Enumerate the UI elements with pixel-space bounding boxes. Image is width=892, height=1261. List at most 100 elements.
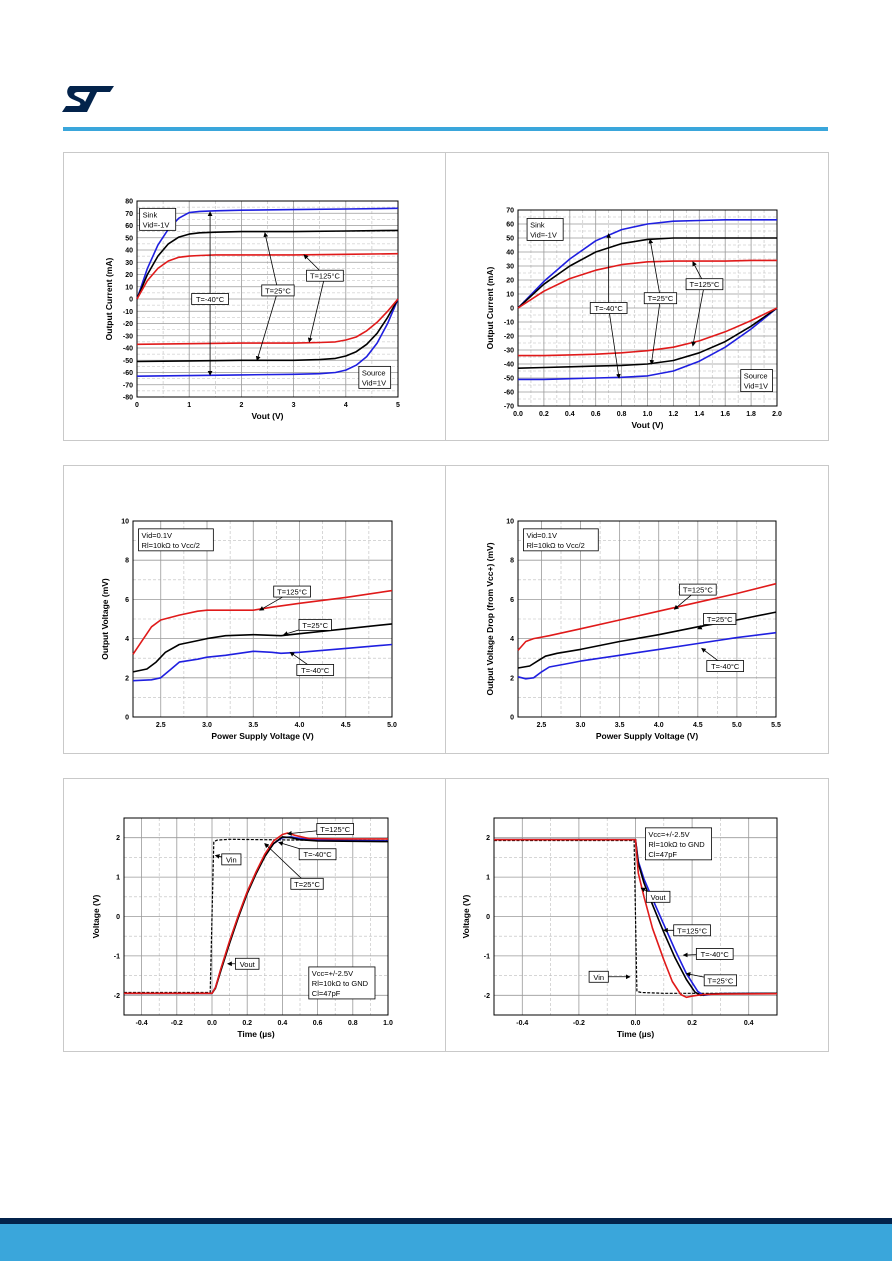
y-tick-label: -60	[504, 390, 514, 397]
annotation-label: T=-40°C	[701, 950, 730, 959]
annotation-label: T=-40°C	[711, 662, 740, 671]
annotation-box	[298, 618, 332, 631]
y-axis-title: Voltage (V)	[91, 894, 101, 938]
y-tick-label: 70	[506, 208, 514, 215]
annotation-label: T=25°C	[265, 286, 291, 295]
y-tick-label: 0	[510, 306, 514, 313]
y-tick-label: 10	[506, 519, 514, 526]
legend-text: Source	[362, 368, 386, 377]
x-tick-label: 1.8	[746, 411, 756, 418]
legend-text: Sink	[530, 220, 545, 229]
annotation-label: T=125°C	[677, 926, 707, 935]
annotation-box	[191, 293, 229, 305]
x-tick-label: 2.0	[772, 411, 782, 418]
x-tick-label: 0.0	[631, 1020, 641, 1027]
legend-text: Vid=0.1V	[142, 531, 173, 540]
y-tick-label: -70	[504, 404, 514, 411]
annotation-box	[296, 664, 335, 676]
plot-frame	[517, 520, 777, 718]
x-tick-label: 3.5	[248, 722, 258, 729]
y-tick-label: 0	[510, 715, 514, 722]
annotation-box	[306, 269, 344, 282]
x-tick-label: 4.5	[341, 722, 351, 729]
legend-text: Rl=10kΩ to GND	[312, 979, 369, 988]
annotation-label: Vout	[651, 893, 667, 902]
series-line-t125	[136, 252, 399, 300]
x-tick-label: 0.2	[242, 1020, 252, 1027]
x-tick-label: 4.0	[654, 722, 664, 729]
y-tick-label: 0	[125, 715, 129, 722]
x-tick-label: 1.0	[643, 411, 653, 418]
y-tick-label: 4	[125, 636, 129, 643]
annotation-arrow	[264, 843, 308, 885]
y-tick-label: -50	[123, 358, 133, 365]
x-tick-label: 0.8	[348, 1020, 358, 1027]
series-line-t25	[517, 237, 777, 309]
annotation-label: T=-40°C	[301, 666, 330, 675]
chart-output-drop-vs-supply: 2.5 3.0 3.5 4.0 4.5 5.0 5.5 0 2 4 6 8 10 Power Supply…	[485, 519, 781, 742]
series-line-vin	[124, 838, 389, 994]
legend-box	[645, 827, 713, 861]
y-tick-label: -2	[484, 993, 490, 1000]
y-tick-label: -1	[484, 953, 490, 960]
x-axis-title: Vout (V)	[252, 411, 284, 421]
annotation-box	[706, 660, 744, 672]
annotation-label: T=125°C	[310, 272, 340, 281]
annotation-box	[643, 292, 678, 305]
annotation-box	[695, 948, 734, 960]
x-tick-label: 3	[292, 402, 296, 409]
legend-text: Source	[744, 372, 768, 381]
x-tick-label: 3.0	[576, 722, 586, 729]
y-tick-label: -2	[114, 993, 120, 1000]
y-tick-label: -30	[504, 348, 514, 355]
series-line-t25	[132, 623, 393, 673]
footer-dark-band	[0, 1218, 892, 1224]
chart-output-current-vs-vout-5v: 0 1 2 3 4 5 -80 -70 -60 -50 -40 -30 -20 -10 0 10 20 30 40 5…	[104, 199, 400, 422]
series-line-t125	[136, 298, 399, 346]
y-tick-label: -20	[123, 321, 133, 328]
x-tick-label: 1.4	[694, 411, 704, 418]
y-tick-label: 2	[486, 835, 490, 842]
annotation-arrow	[649, 298, 661, 365]
legend-box	[740, 369, 773, 393]
series-line-t25	[136, 229, 399, 300]
series-line-t25	[517, 307, 778, 369]
annotation-label: T=-40°C	[303, 850, 332, 859]
x-tick-label: 0.4	[744, 1020, 754, 1027]
x-tick-label: -0.4	[136, 1020, 148, 1027]
chart-panel-4: 2.5 3.0 3.5 4.0 4.5 5.0 5.5 0 2 4 6 8 10 Power Supply…	[445, 465, 829, 754]
y-tick-label: -10	[504, 320, 514, 327]
x-tick-label: 3.0	[202, 722, 212, 729]
x-tick-label: -0.2	[573, 1020, 585, 1027]
chart-falling-step-response: -0.4 -0.2 0.0 0.2 0.4 -2 -1 0 1 2 Time (µs) Voltage…	[461, 817, 778, 1039]
x-tick-label: 5	[396, 402, 400, 409]
x-tick-label: 0.8	[617, 411, 627, 418]
y-tick-label: 60	[506, 222, 514, 229]
footer-band	[0, 1224, 892, 1261]
y-tick-label: 50	[506, 236, 514, 243]
legend-box	[138, 528, 214, 552]
chart-panel-5: -0.4 -0.2 0.0 0.2 0.4 0.6 0.8 1.0 -2 -1 0 1 2 Time (µ…	[63, 778, 447, 1052]
y-axis-title: Output Voltage (mV)	[100, 578, 110, 660]
chart-output-voltage-vs-supply: 2.5 3.0 3.5 4.0 4.5 5.0 0 2 4 6 8 10 Power Supply Vo…	[100, 519, 397, 742]
x-axis-title: Vout (V)	[632, 420, 664, 430]
annotation-arrow	[307, 275, 326, 343]
annotation-label: T=125°C	[683, 586, 713, 595]
legend-box	[523, 528, 599, 552]
y-tick-label: -70	[123, 382, 133, 389]
header-rule	[63, 127, 828, 131]
y-axis-title: Output Current (mA)	[104, 258, 114, 341]
x-tick-label: 0.4	[278, 1020, 288, 1027]
annotation-label: T=25°C	[708, 976, 734, 985]
annotation-box	[261, 284, 295, 297]
y-tick-label: 1	[486, 875, 490, 882]
y-axis-title: Voltage (V)	[461, 894, 471, 938]
annotation-box	[645, 890, 671, 903]
y-tick-label: 8	[125, 558, 129, 565]
y-tick-label: -1	[114, 953, 120, 960]
annotation-box	[273, 585, 311, 598]
series-line-minus40	[136, 207, 399, 300]
legend-text: Rl=10kΩ to GND	[648, 840, 705, 849]
annotation-box	[316, 823, 355, 835]
annotation-box	[234, 957, 260, 970]
